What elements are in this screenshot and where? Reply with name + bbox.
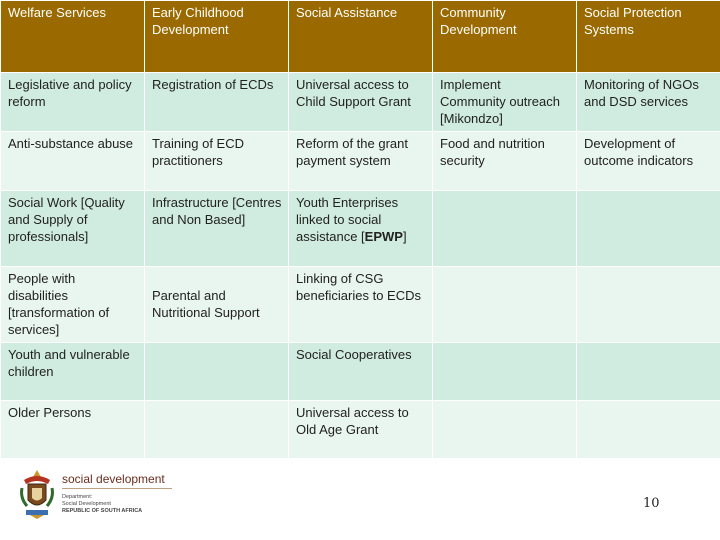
table-cell [432, 400, 577, 459]
table-row: Anti-substance abuse Training of ECD pra… [0, 131, 720, 191]
table-cell [432, 342, 577, 401]
header-community-development: Community Development [432, 0, 577, 73]
table-cell: Universal access to Old Age Grant [288, 400, 433, 459]
table-cell: Social Cooperatives [288, 342, 433, 401]
table-cell: Registration of ECDs [144, 72, 289, 132]
header-welfare-services: Welfare Services [0, 0, 145, 73]
table-cell [576, 342, 720, 401]
table-row: People with disabilities [transformation… [0, 266, 720, 343]
table-cell: Parental and Nutritional Support [144, 266, 289, 343]
table-cell: Training of ECD practitioners [144, 131, 289, 191]
table-cell [576, 400, 720, 459]
welfare-programmes-table: Welfare Services Early Childhood Develop… [0, 0, 720, 459]
table-row: Older Persons Universal access to Old Ag… [0, 400, 720, 459]
table-cell [432, 266, 577, 343]
header-social-protection-systems: Social Protection Systems [576, 0, 720, 73]
table-cell: Social Work [Quality and Supply of profe… [0, 190, 145, 267]
table-cell [432, 190, 577, 267]
table-cell [144, 400, 289, 459]
table-cell: Implement Community outreach [Mikondzo] [432, 72, 577, 132]
header-social-assistance: Social Assistance [288, 0, 433, 73]
table-cell: People with disabilities [transformation… [0, 266, 145, 343]
cell-text-tail: ] [402, 229, 407, 244]
logo-line-department: Department: [62, 494, 93, 500]
logo-name: social development [62, 472, 165, 486]
logo-divider [62, 488, 172, 489]
table-cell [144, 342, 289, 401]
table-cell [576, 266, 720, 343]
header-early-childhood-development: Early Childhood Development [144, 0, 289, 73]
epwp-bold-text: EPWP [364, 229, 403, 244]
table-cell: Linking of CSG beneficiaries to ECDs [288, 266, 433, 343]
cell-text: Youth Enterprises linked to social assis… [296, 195, 399, 244]
table-cell: Development of outcome indicators [576, 131, 720, 191]
table-cell: Youth Enterprises linked to social assis… [288, 190, 433, 267]
table-cell: Infrastructure [Centres and Non Based] [144, 190, 289, 267]
table-cell: Youth and vulnerable children [0, 342, 145, 401]
coat-of-arms-icon [20, 470, 54, 519]
page-number: 10 [643, 496, 660, 511]
table-cell: Reform of the grant payment system [288, 131, 433, 191]
header-row: Welfare Services Early Childhood Develop… [0, 0, 720, 73]
department-logo: social development Department: Social De… [18, 468, 178, 524]
table-cell: Universal access to Child Support Grant [288, 72, 433, 132]
table-cell: Legislative and policy reform [0, 72, 145, 132]
logo-line-republic: REPUBLIC OF SOUTH AFRICA [62, 508, 143, 514]
table-cell: Monitoring of NGOs and DSD services [576, 72, 720, 132]
table-row: Legislative and policy reform Registrati… [0, 72, 720, 132]
logo-line-social-development: Social Development [62, 501, 111, 507]
table-row: Youth and vulnerable children Social Coo… [0, 342, 720, 401]
table-cell: Food and nutrition security [432, 131, 577, 191]
table-cell: Anti-substance abuse [0, 131, 145, 191]
table-cell: Older Persons [0, 400, 145, 459]
table-cell [576, 190, 720, 267]
table-row: Social Work [Quality and Supply of profe… [0, 190, 720, 267]
